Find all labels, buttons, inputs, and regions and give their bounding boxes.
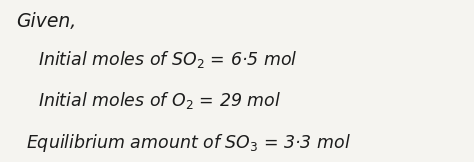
- Text: Initial moles of $SO_2$ = 6·5 mol: Initial moles of $SO_2$ = 6·5 mol: [38, 49, 298, 70]
- Text: Equilibrium amount of $SO_3$ = 3·3 mol: Equilibrium amount of $SO_3$ = 3·3 mol: [26, 132, 351, 154]
- Text: Initial moles of $O_2$ = 29 mol: Initial moles of $O_2$ = 29 mol: [38, 90, 281, 111]
- Text: Given,: Given,: [17, 12, 77, 31]
